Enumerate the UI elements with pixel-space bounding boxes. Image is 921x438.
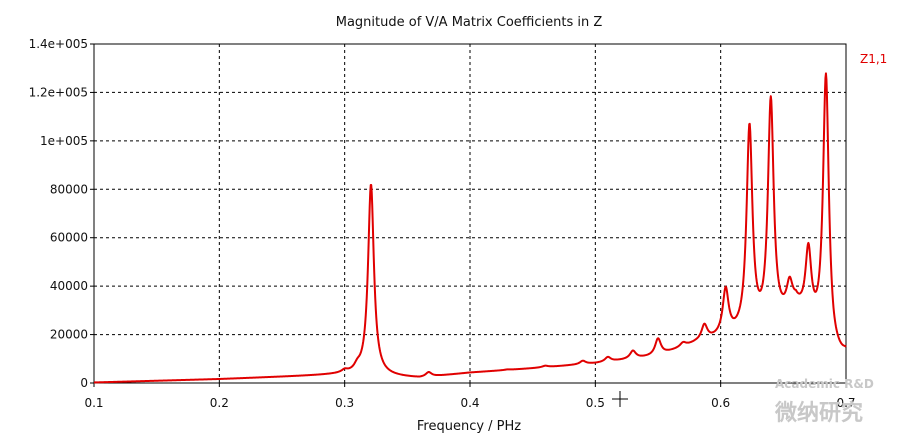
x-axis-label: Frequency / PHz [417, 419, 521, 434]
watermark-text-en: Academic R&D [775, 377, 874, 391]
y-tick-label: 60000 [50, 231, 88, 245]
x-tick-label: 0.6 [711, 396, 730, 410]
y-tick-label: 1.4e+005 [29, 37, 88, 51]
x-tick-label: 0.3 [335, 396, 354, 410]
x-tick-label: 0.2 [210, 396, 229, 410]
x-tick-label: 0.1 [84, 396, 103, 410]
x-tick-label: 0.4 [460, 396, 479, 410]
grid [94, 44, 846, 383]
y-tick-label: 1e+005 [40, 134, 88, 148]
series-line-z11 [93, 72, 847, 384]
legend-entry-z11: Z1,1 [860, 52, 887, 66]
x-tick-label: 0.5 [586, 396, 605, 410]
y-axis-ticks: 0 20000 40000 60000 80000 1e+005 1.2e+005 1.4e+… [29, 37, 94, 390]
watermark: Academic R&D 微纳研究 [774, 377, 874, 426]
crosshair-cursor [612, 391, 628, 407]
x-tick-label: 0.7 [836, 396, 855, 410]
chart-title: Magnitude of V/A Matrix Coefficients in … [336, 15, 603, 30]
x-axis-ticks: 0.1 0.2 0.3 0.4 0.5 0.6 0.7 [84, 383, 856, 410]
y-tick-label: 40000 [50, 279, 88, 293]
y-tick-label: 0 [80, 376, 88, 390]
y-tick-label: 1.2e+005 [29, 85, 88, 99]
y-tick-label: 80000 [50, 182, 88, 196]
y-tick-label: 20000 [50, 328, 88, 342]
watermark-text-cn: 微纳研究 [774, 400, 863, 426]
